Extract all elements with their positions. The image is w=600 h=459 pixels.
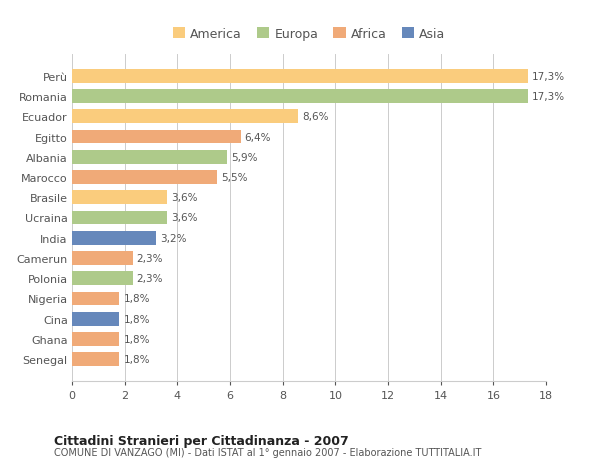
Bar bbox=[72, 70, 527, 84]
Bar bbox=[72, 151, 227, 164]
Text: 2,3%: 2,3% bbox=[137, 274, 163, 284]
Bar bbox=[72, 191, 167, 205]
Text: 1,8%: 1,8% bbox=[124, 354, 150, 364]
Text: 8,6%: 8,6% bbox=[302, 112, 329, 122]
Text: 5,9%: 5,9% bbox=[232, 152, 258, 162]
Bar bbox=[72, 272, 133, 285]
Bar bbox=[72, 332, 119, 346]
Bar bbox=[72, 211, 167, 225]
Text: 3,6%: 3,6% bbox=[171, 213, 197, 223]
Bar bbox=[72, 312, 119, 326]
Text: Cittadini Stranieri per Cittadinanza - 2007: Cittadini Stranieri per Cittadinanza - 2… bbox=[54, 434, 349, 447]
Text: COMUNE DI VANZAGO (MI) - Dati ISTAT al 1° gennaio 2007 - Elaborazione TUTTITALIA: COMUNE DI VANZAGO (MI) - Dati ISTAT al 1… bbox=[54, 448, 481, 458]
Bar bbox=[72, 171, 217, 185]
Text: 1,8%: 1,8% bbox=[124, 314, 150, 324]
Bar bbox=[72, 110, 298, 124]
Bar bbox=[72, 252, 133, 265]
Bar bbox=[72, 231, 156, 245]
Text: 5,5%: 5,5% bbox=[221, 173, 247, 183]
Text: 17,3%: 17,3% bbox=[532, 92, 565, 102]
Text: 6,4%: 6,4% bbox=[244, 132, 271, 142]
Text: 2,3%: 2,3% bbox=[137, 253, 163, 263]
Text: 3,6%: 3,6% bbox=[171, 193, 197, 203]
Text: 3,2%: 3,2% bbox=[160, 233, 187, 243]
Text: 1,8%: 1,8% bbox=[124, 294, 150, 304]
Legend: America, Europa, Africa, Asia: America, Europa, Africa, Asia bbox=[167, 22, 451, 45]
Bar bbox=[72, 292, 119, 306]
Text: 1,8%: 1,8% bbox=[124, 334, 150, 344]
Bar bbox=[72, 90, 527, 104]
Bar bbox=[72, 353, 119, 366]
Text: 17,3%: 17,3% bbox=[532, 72, 565, 82]
Bar bbox=[72, 130, 241, 144]
